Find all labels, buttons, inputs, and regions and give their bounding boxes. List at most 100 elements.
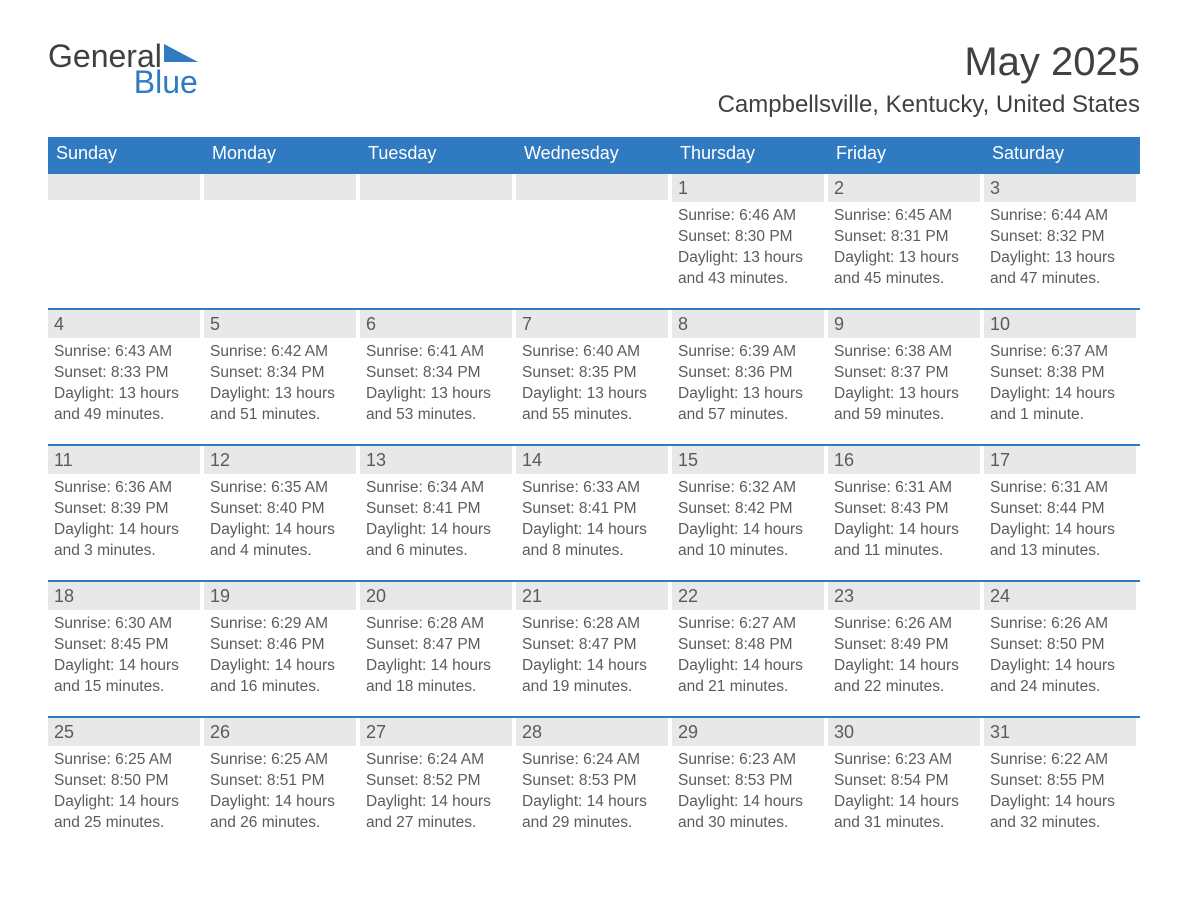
sunset-line: Sunset: 8:55 PM (990, 771, 1134, 792)
daylight-line: Daylight: 14 hours and 30 minutes. (678, 792, 822, 834)
sunset-line: Sunset: 8:34 PM (210, 363, 354, 384)
day-details: Sunrise: 6:31 AMSunset: 8:43 PMDaylight:… (828, 478, 980, 562)
sunrise-line: Sunrise: 6:42 AM (210, 342, 354, 363)
sunset-line: Sunset: 8:47 PM (522, 635, 666, 656)
sunrise-line: Sunrise: 6:35 AM (210, 478, 354, 499)
day-number: 13 (360, 446, 512, 474)
day-header: Sunday (48, 137, 204, 173)
day-details: Sunrise: 6:46 AMSunset: 8:30 PMDaylight:… (672, 206, 824, 290)
day-details: Sunrise: 6:28 AMSunset: 8:47 PMDaylight:… (516, 614, 668, 698)
day-number: 20 (360, 582, 512, 610)
calendar-day (516, 173, 672, 309)
sunrise-line: Sunrise: 6:23 AM (834, 750, 978, 771)
sunset-line: Sunset: 8:49 PM (834, 635, 978, 656)
logo-triangle-icon (164, 40, 198, 67)
sunset-line: Sunset: 8:42 PM (678, 499, 822, 520)
logo-text-blue: Blue (134, 64, 198, 100)
day-number: 14 (516, 446, 668, 474)
daylight-line: Daylight: 13 hours and 43 minutes. (678, 248, 822, 290)
sunset-line: Sunset: 8:30 PM (678, 227, 822, 248)
day-number: 10 (984, 310, 1136, 338)
calendar-day: 5Sunrise: 6:42 AMSunset: 8:34 PMDaylight… (204, 309, 360, 445)
calendar-day: 10Sunrise: 6:37 AMSunset: 8:38 PMDayligh… (984, 309, 1140, 445)
daylight-line: Daylight: 14 hours and 8 minutes. (522, 520, 666, 562)
day-number: 15 (672, 446, 824, 474)
day-number: 22 (672, 582, 824, 610)
calendar-table: SundayMondayTuesdayWednesdayThursdayFrid… (48, 137, 1140, 852)
daylight-line: Daylight: 14 hours and 4 minutes. (210, 520, 354, 562)
calendar-week: 25 Sunrise: 6:25 AMSunset: 8:50 PMDayligh… (48, 717, 1140, 852)
daylight-line: Daylight: 14 hours and 19 minutes. (522, 656, 666, 698)
day-details: Sunrise: 6:35 AMSunset: 8:40 PMDaylight:… (204, 478, 356, 562)
calendar-day: 7Sunrise: 6:40 AMSunset: 8:35 PMDaylight… (516, 309, 672, 445)
day-details: Sunrise: 6:27 AMSunset: 8:48 PMDaylight:… (672, 614, 824, 698)
daylight-line: Daylight: 14 hours and 11 minutes. (834, 520, 978, 562)
day-number: 3 (984, 174, 1136, 202)
calendar-day: 20 Sunrise: 6:28 AMSunset: 8:47 PMDayligh… (360, 581, 516, 717)
day-header: Tuesday (360, 137, 516, 173)
daylight-line: Daylight: 14 hours and 13 minutes. (990, 520, 1134, 562)
calendar-week: 1 Sunrise: 6:46 AMSunset: 8:30 PMDaylight… (48, 173, 1140, 309)
sunrise-line: Sunrise: 6:40 AM (522, 342, 666, 363)
day-details: Sunrise: 6:36 AMSunset: 8:39 PMDaylight:… (48, 478, 200, 562)
day-number: 8 (672, 310, 824, 338)
daylight-line: Daylight: 14 hours and 32 minutes. (990, 792, 1134, 834)
day-number: 11 (48, 446, 200, 474)
sunrise-line: Sunrise: 6:26 AM (990, 614, 1134, 635)
day-number: 27 (360, 718, 512, 746)
day-details: Sunrise: 6:26 AMSunset: 8:49 PMDaylight:… (828, 614, 980, 698)
day-number: 4 (48, 310, 200, 338)
sunrise-line: Sunrise: 6:39 AM (678, 342, 822, 363)
sunrise-line: Sunrise: 6:44 AM (990, 206, 1134, 227)
sunrise-line: Sunrise: 6:38 AM (834, 342, 978, 363)
day-number: 5 (204, 310, 356, 338)
sunrise-line: Sunrise: 6:37 AM (990, 342, 1134, 363)
calendar-day: 16Sunrise: 6:31 AMSunset: 8:43 PMDayligh… (828, 445, 984, 581)
day-details: Sunrise: 6:32 AMSunset: 8:42 PMDaylight:… (672, 478, 824, 562)
calendar-day: 21Sunrise: 6:28 AMSunset: 8:47 PMDayligh… (516, 581, 672, 717)
daylight-line: Daylight: 13 hours and 53 minutes. (366, 384, 510, 426)
sunset-line: Sunset: 8:39 PM (54, 499, 198, 520)
day-header: Wednesday (516, 137, 672, 173)
day-number: 19 (204, 582, 356, 610)
sunset-line: Sunset: 8:40 PM (210, 499, 354, 520)
day-number (360, 174, 512, 200)
sunset-line: Sunset: 8:35 PM (522, 363, 666, 384)
day-number: 18 (48, 582, 200, 610)
sunset-line: Sunset: 8:41 PM (522, 499, 666, 520)
day-number: 26 (204, 718, 356, 746)
day-number (204, 174, 356, 200)
calendar-day: 18Sunrise: 6:30 AMSunset: 8:45 PMDayligh… (48, 581, 204, 717)
day-number: 29 (672, 718, 824, 746)
daylight-line: Daylight: 14 hours and 3 minutes. (54, 520, 198, 562)
day-number (48, 174, 200, 200)
day-details: Sunrise: 6:28 AMSunset: 8:47 PMDaylight:… (360, 614, 512, 698)
day-number: 2 (828, 174, 980, 202)
sunset-line: Sunset: 8:45 PM (54, 635, 198, 656)
daylight-line: Daylight: 13 hours and 55 minutes. (522, 384, 666, 426)
calendar-day: 9Sunrise: 6:38 AMSunset: 8:37 PMDaylight… (828, 309, 984, 445)
day-number: 1 (672, 174, 824, 202)
sunset-line: Sunset: 8:53 PM (678, 771, 822, 792)
calendar-day: 25 Sunrise: 6:25 AMSunset: 8:50 PMDayligh… (48, 717, 204, 852)
day-details: Sunrise: 6:25 AMSunset: 8:50 PMDaylight:… (48, 750, 200, 834)
day-details: Sunrise: 6:22 AMSunset: 8:55 PMDaylight:… (984, 750, 1136, 834)
day-number: 25 (48, 718, 200, 746)
sunset-line: Sunset: 8:46 PM (210, 635, 354, 656)
location: Campbellsville, Kentucky, United States (718, 91, 1140, 119)
day-header: Monday (204, 137, 360, 173)
day-number: 12 (204, 446, 356, 474)
daylight-line: Daylight: 14 hours and 18 minutes. (366, 656, 510, 698)
daylight-line: Daylight: 14 hours and 24 minutes. (990, 656, 1134, 698)
day-details: Sunrise: 6:41 AMSunset: 8:34 PMDaylight:… (360, 342, 512, 426)
day-header-row: SundayMondayTuesdayWednesdayThursdayFrid… (48, 137, 1140, 173)
daylight-line: Daylight: 13 hours and 45 minutes. (834, 248, 978, 290)
calendar-day: 2Sunrise: 6:45 AMSunset: 8:31 PMDaylight… (828, 173, 984, 309)
calendar-week: 11 Sunrise: 6:36 AMSunset: 8:39 PMDayligh… (48, 445, 1140, 581)
calendar-day: 30Sunrise: 6:23 AMSunset: 8:54 PMDayligh… (828, 717, 984, 852)
sunset-line: Sunset: 8:50 PM (990, 635, 1134, 656)
calendar-day (48, 173, 204, 309)
daylight-line: Daylight: 14 hours and 29 minutes. (522, 792, 666, 834)
calendar-day: 13Sunrise: 6:34 AMSunset: 8:41 PMDayligh… (360, 445, 516, 581)
calendar-day: 17Sunrise: 6:31 AMSunset: 8:44 PMDayligh… (984, 445, 1140, 581)
